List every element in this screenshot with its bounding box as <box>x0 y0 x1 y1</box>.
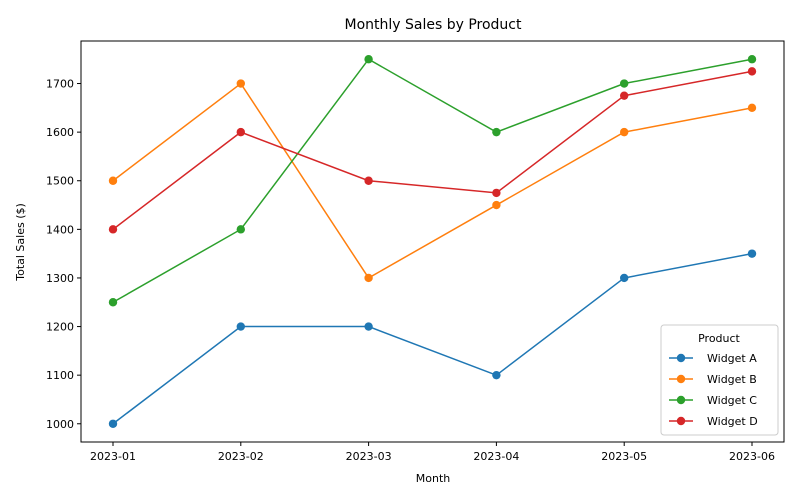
plot-area <box>108 55 757 428</box>
x-tick-label: 2023-04 <box>473 450 519 463</box>
series-line-widget-b <box>112 82 753 279</box>
series-widget-c <box>108 55 757 307</box>
legend-marker <box>676 353 686 363</box>
data-point-widget-d <box>364 176 373 185</box>
data-point-widget-a <box>492 370 501 380</box>
data-point-widget-d <box>747 67 757 76</box>
y-tick-label: 1300 <box>46 272 74 285</box>
data-point-widget-c <box>236 225 245 234</box>
y-tick-label: 1700 <box>46 78 74 91</box>
legend-marker <box>676 395 686 405</box>
legend-marker <box>676 416 686 426</box>
legend-box <box>660 324 779 436</box>
x-tick-label: 2023-06 <box>729 450 775 463</box>
y-axis: 1000 1100 1200 1300 1400 1500 1600 1700 <box>46 78 81 431</box>
legend-item-widget-b: Widget B <box>669 373 757 386</box>
data-point-widget-c <box>747 55 757 64</box>
y-tick-label: 1400 <box>46 223 74 236</box>
data-point-widget-b <box>620 127 629 137</box>
y-tick-label: 1200 <box>46 321 74 334</box>
data-point-widget-c <box>108 298 118 307</box>
x-axis-title: Month <box>416 472 451 485</box>
y-tick-label: 1000 <box>46 418 74 431</box>
legend-title: Product <box>698 332 740 345</box>
legend-item-widget-d: Widget D <box>669 415 758 428</box>
legend-label: Widget A <box>707 352 757 365</box>
series-widget-b <box>108 79 757 283</box>
data-point-widget-d <box>108 225 118 234</box>
series-line-widget-d <box>112 70 753 230</box>
data-point-widget-b <box>747 103 757 113</box>
legend-label: Widget C <box>707 394 757 407</box>
data-point-widget-d <box>236 127 245 137</box>
data-point-widget-a <box>364 322 373 331</box>
legend-item-widget-a: Widget A <box>669 352 757 365</box>
plot-frame <box>80 40 785 443</box>
legend-item-widget-c: Widget C <box>669 394 757 407</box>
data-point-widget-a <box>747 249 757 258</box>
data-point-widget-a <box>236 322 245 331</box>
data-point-widget-a <box>620 273 629 283</box>
data-point-widget-b <box>492 200 501 210</box>
legend-label: Widget B <box>707 373 757 386</box>
chart-title: Monthly Sales by Product <box>345 17 523 33</box>
x-tick-label: 2023-02 <box>218 450 264 463</box>
legend: Product Widget A Widget B Widget C Widget D <box>660 324 779 436</box>
data-point-widget-c <box>492 127 501 137</box>
legend-marker <box>676 374 686 384</box>
legend-items: Widget A Widget B Widget C Widget D <box>669 352 758 428</box>
series-widget-a <box>108 249 757 428</box>
data-point-widget-a <box>108 419 118 428</box>
series-line-widget-a <box>112 252 753 425</box>
data-point-widget-c <box>364 55 373 64</box>
legend-label: Widget D <box>707 415 758 428</box>
y-tick-label: 1500 <box>46 175 74 188</box>
data-point-widget-b <box>108 176 118 185</box>
y-tick-label: 1600 <box>46 126 74 139</box>
series-line-widget-c <box>112 58 753 303</box>
y-tick-label: 1100 <box>46 369 74 382</box>
x-tick-label: 2023-05 <box>601 450 647 463</box>
data-point-widget-c <box>620 79 629 88</box>
data-point-widget-b <box>236 79 245 88</box>
data-point-widget-d <box>620 91 629 100</box>
data-point-widget-d <box>492 188 501 198</box>
x-tick-label: 2023-01 <box>90 450 136 463</box>
series-widget-d <box>108 67 757 234</box>
x-tick-label: 2023-03 <box>346 450 392 463</box>
y-axis-title: Total Sales ($) <box>14 203 27 282</box>
x-axis: 2023-01 2023-02 2023-03 2023-04 2023-05 2023-… <box>90 442 775 463</box>
data-point-widget-b <box>364 273 373 283</box>
